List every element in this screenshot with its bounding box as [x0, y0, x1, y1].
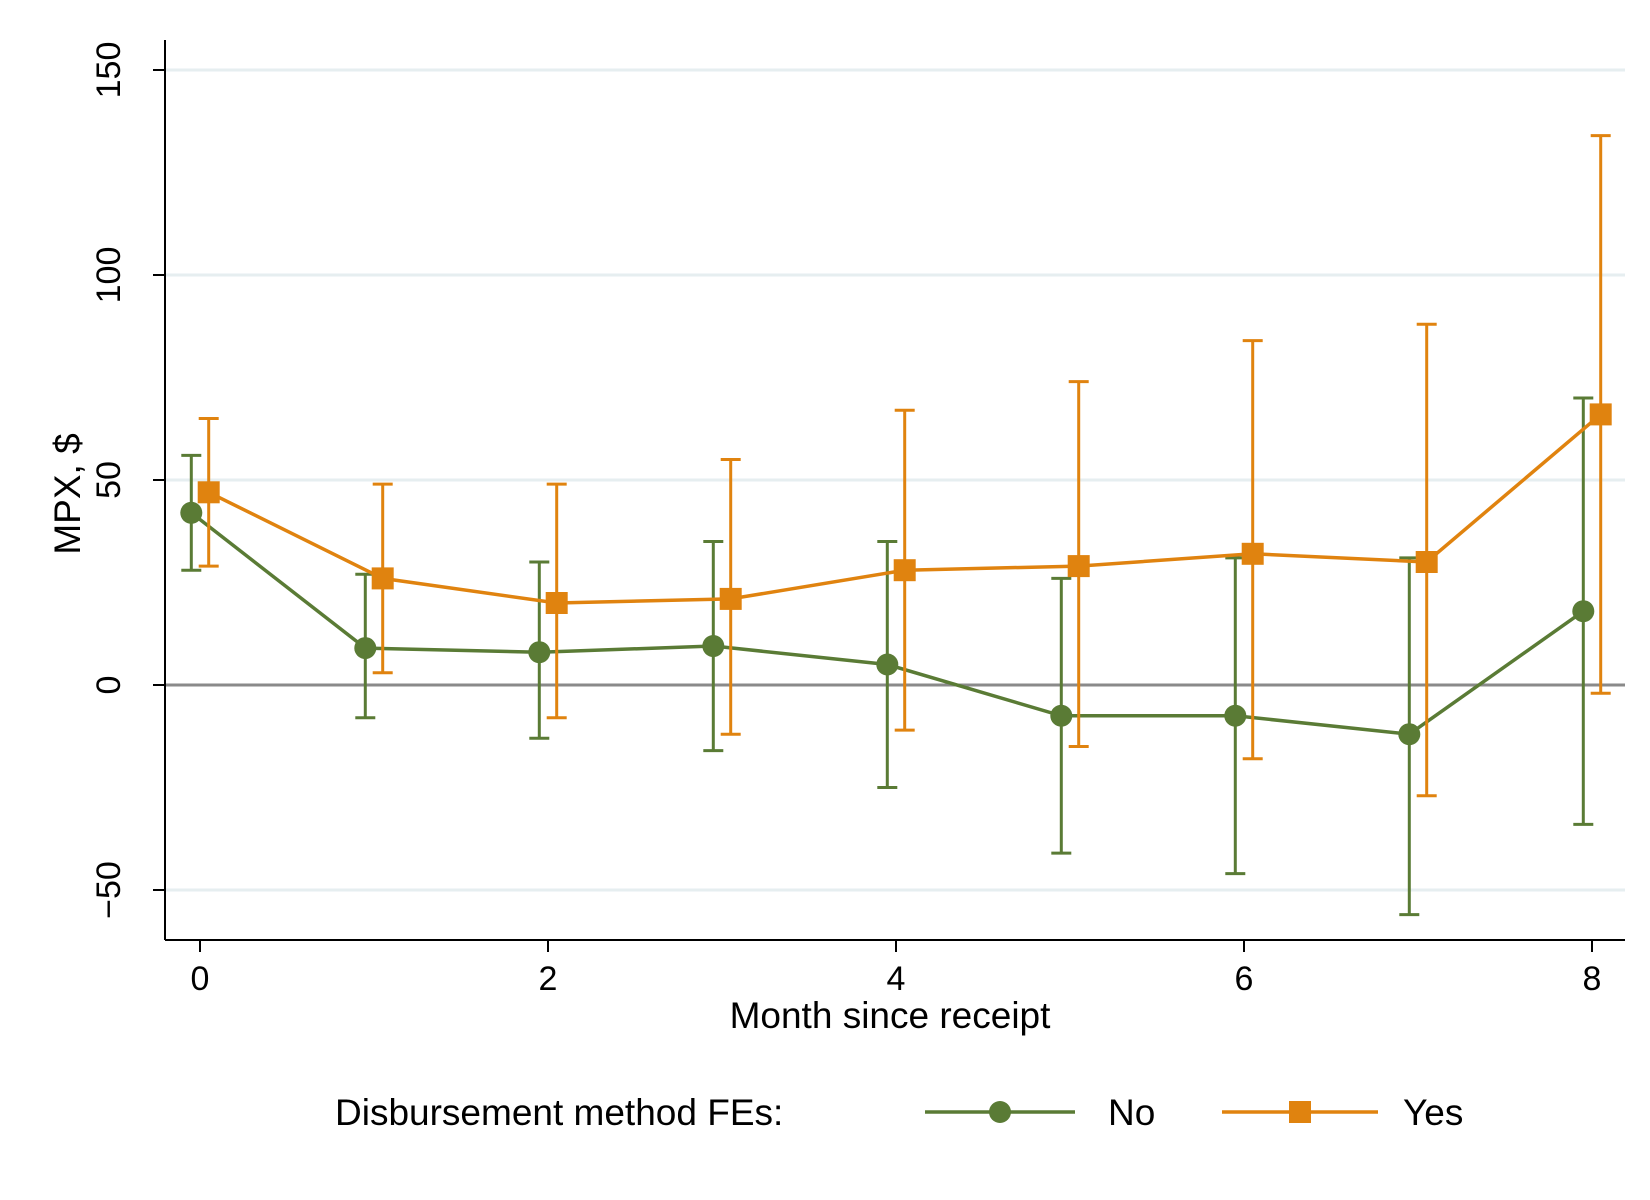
series-no [180, 396, 1595, 917]
legend-label-yes: Yes [1403, 1092, 1463, 1133]
point-yes-1 [371, 567, 394, 590]
point-yes-6 [1241, 542, 1264, 565]
legend-label-no: No [1108, 1092, 1155, 1133]
point-yes-8 [1589, 403, 1612, 426]
point-yes-7 [1415, 551, 1438, 573]
point-yes-4 [893, 559, 916, 582]
series-layer [180, 134, 1612, 917]
point-no-2 [528, 641, 551, 664]
y-tick-label-0: 0 [90, 676, 128, 695]
x-tick-label-8: 8 [1583, 960, 1602, 998]
point-yes-0 [197, 481, 220, 504]
x-axis-ticks: 0 2 4 6 8 [191, 940, 1602, 998]
y-tick-label--50: −50 [90, 861, 128, 919]
y-axis-ticks: −50 0 50 100 150 [90, 42, 165, 919]
point-no-5 [1050, 704, 1073, 727]
point-yes-2 [545, 592, 568, 614]
point-yes-5 [1067, 555, 1090, 578]
x-tick-label-6: 6 [1235, 960, 1254, 998]
x-axis-title: Month since receipt [730, 995, 1052, 1036]
x-tick-label-2: 2 [539, 960, 558, 998]
legend: Disbursement method FEs: No Yes [335, 1092, 1463, 1133]
point-no-7 [1398, 723, 1421, 746]
legend-marker-no [989, 1101, 1011, 1123]
point-no-8 [1572, 600, 1595, 623]
y-tick-label-150: 150 [90, 42, 128, 99]
legend-entry-yes: Yes [1222, 1092, 1463, 1133]
series-yes [197, 134, 1612, 798]
point-no-0 [180, 501, 203, 524]
y-tick-label-100: 100 [90, 247, 128, 304]
point-no-6 [1224, 704, 1247, 727]
point-no-3 [702, 635, 725, 658]
gridlines [165, 68, 1625, 892]
point-yes-3 [719, 587, 742, 610]
point-no-1 [354, 637, 377, 660]
y-tick-label-50: 50 [90, 461, 128, 499]
x-tick-label-4: 4 [887, 960, 906, 998]
x-tick-label-0: 0 [191, 960, 210, 998]
legend-title: Disbursement method FEs: [335, 1092, 783, 1133]
legend-marker-yes [1289, 1101, 1311, 1123]
point-no-4 [876, 653, 899, 676]
legend-entry-no: No [925, 1092, 1155, 1133]
y-axis-title: MPX, $ [47, 433, 88, 554]
